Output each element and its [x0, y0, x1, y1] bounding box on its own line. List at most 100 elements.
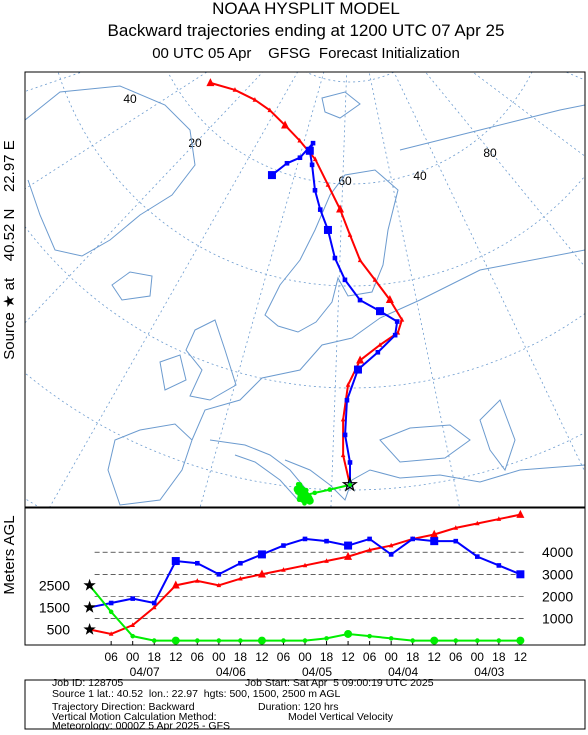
footer-text: Trajectory Direction: Backward — [52, 701, 195, 713]
height-axis-label: Meters AGL — [1, 515, 18, 594]
x-tick-label: 06 — [191, 650, 205, 664]
marker — [302, 536, 308, 542]
meridian-line — [49, 72, 299, 507]
marker — [323, 225, 332, 234]
latitude-line — [25, 372, 585, 491]
y-tick-label: 4000 — [542, 544, 573, 560]
marker — [377, 342, 383, 347]
marker — [516, 509, 525, 518]
height-line — [88, 584, 521, 642]
meridian-line — [199, 72, 325, 507]
marker — [340, 416, 346, 422]
x-tick-label: 00 — [212, 650, 226, 664]
x-tick-label: 06 — [277, 650, 291, 664]
marker — [216, 571, 222, 577]
subtitle2: 00 UTC 05 Apr GFSG Forecast Initializati… — [152, 45, 460, 62]
marker — [267, 171, 276, 180]
coastline — [379, 424, 471, 463]
marker — [151, 638, 157, 643]
marker — [216, 582, 222, 588]
marker — [302, 501, 307, 506]
footer-text: Job Start: Sat Apr 5 09:00:19 UTC 2025 — [245, 677, 434, 689]
height-line — [89, 537, 521, 609]
marker — [516, 570, 525, 579]
x-tick-label: 12 — [428, 650, 442, 664]
marker — [347, 460, 353, 465]
marker — [325, 182, 331, 187]
marker — [344, 397, 350, 403]
source-star — [83, 578, 96, 591]
start-height-label: 2500 — [39, 577, 70, 593]
x-tick-label: 12 — [341, 650, 355, 664]
footer-text: Vertical Motion Calculation Method: — [52, 711, 217, 723]
marker — [195, 578, 200, 583]
x-tick-label: 18 — [492, 650, 506, 664]
x-tick-label: 00 — [471, 650, 485, 664]
coastlines — [25, 85, 585, 506]
marker — [496, 516, 502, 521]
x-tick-label: 12 — [169, 650, 183, 664]
marker — [453, 525, 459, 530]
marker — [357, 257, 363, 263]
marker — [475, 554, 480, 559]
marker — [130, 622, 135, 627]
marker — [399, 317, 405, 322]
marker — [344, 541, 353, 550]
marker — [296, 497, 302, 503]
marker — [392, 332, 398, 338]
marker — [151, 600, 157, 606]
grid-label: 40 — [123, 92, 137, 106]
x-tick-label: 18 — [406, 650, 420, 664]
marker — [297, 137, 303, 143]
title: NOAA HYSPLIT MODEL — [212, 0, 400, 18]
marker — [345, 382, 351, 387]
marker — [302, 562, 308, 568]
graticule: 40 20 60 40 80 — [25, 72, 585, 507]
marker — [238, 575, 243, 581]
marker — [344, 629, 353, 638]
trajectory-line — [210, 81, 404, 486]
grid-label: 60 — [338, 174, 352, 188]
marker — [430, 636, 439, 645]
marker — [317, 207, 323, 212]
marker — [303, 487, 309, 493]
x-tick-label: 18 — [320, 650, 334, 664]
marker — [388, 552, 394, 557]
footer-text: Job ID: 128705 — [52, 677, 123, 689]
source-star — [341, 476, 358, 492]
marker — [130, 596, 135, 601]
x-tick-label: 00 — [298, 650, 312, 664]
marker — [375, 349, 381, 355]
coastline — [399, 104, 585, 151]
marker — [238, 638, 243, 643]
marker — [108, 600, 114, 606]
marker — [332, 255, 338, 261]
marker — [367, 536, 372, 542]
meridian-line — [25, 72, 208, 190]
meridian-line — [424, 72, 585, 268]
marker — [357, 297, 363, 303]
latitude-line — [57, 72, 585, 287]
meridian-line — [393, 72, 585, 473]
marker — [281, 638, 286, 643]
footer-text: Meteorology: 0000Z 5 Apr 2025 - GFS — [52, 720, 230, 730]
grid-label: 80 — [483, 146, 497, 160]
x-tick-label: 06 — [104, 650, 118, 664]
marker — [257, 636, 266, 645]
start-height-label: 500 — [47, 622, 71, 638]
x-tick-label: 18 — [234, 650, 248, 664]
marker — [281, 543, 286, 548]
marker — [388, 542, 394, 548]
marker — [305, 496, 314, 505]
source-star — [83, 623, 96, 635]
marker — [516, 636, 525, 645]
x-tick-label: 06 — [449, 650, 463, 664]
x-tick-label: 12 — [255, 650, 269, 664]
marker — [206, 78, 215, 87]
marker — [375, 307, 384, 316]
coastline — [284, 459, 585, 501]
footer-text: Source 1 lat.: 40.52 lon.: 22.97 hgts: 5… — [52, 688, 341, 700]
marker — [388, 636, 394, 641]
marker — [475, 638, 480, 643]
